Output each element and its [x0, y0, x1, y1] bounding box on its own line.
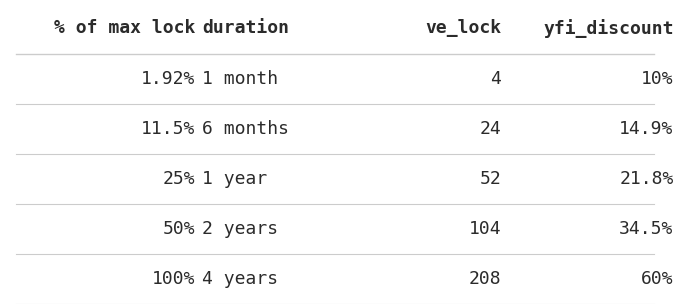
Text: 208: 208 — [468, 270, 501, 288]
Text: duration: duration — [202, 19, 289, 37]
Text: 25%: 25% — [163, 170, 195, 188]
Text: 1 month: 1 month — [202, 70, 278, 88]
Text: 52: 52 — [479, 170, 501, 188]
Text: 24: 24 — [479, 120, 501, 138]
Text: 34.5%: 34.5% — [619, 220, 674, 238]
Text: % of max lock: % of max lock — [54, 19, 195, 37]
Text: 104: 104 — [468, 220, 501, 238]
Text: 2 years: 2 years — [202, 220, 278, 238]
Text: 50%: 50% — [163, 220, 195, 238]
Text: 14.9%: 14.9% — [619, 120, 674, 138]
Text: 60%: 60% — [641, 270, 674, 288]
Text: 4 years: 4 years — [202, 270, 278, 288]
Text: 21.8%: 21.8% — [619, 170, 674, 188]
Text: 4: 4 — [490, 70, 501, 88]
Text: yfi_discount: yfi_discount — [543, 19, 674, 38]
Text: ve_lock: ve_lock — [425, 19, 501, 37]
Text: 6 months: 6 months — [202, 120, 289, 138]
Text: 10%: 10% — [641, 70, 674, 88]
Text: 11.5%: 11.5% — [141, 120, 195, 138]
Text: 100%: 100% — [152, 270, 195, 288]
Text: 1.92%: 1.92% — [141, 70, 195, 88]
Text: 1 year: 1 year — [202, 170, 267, 188]
